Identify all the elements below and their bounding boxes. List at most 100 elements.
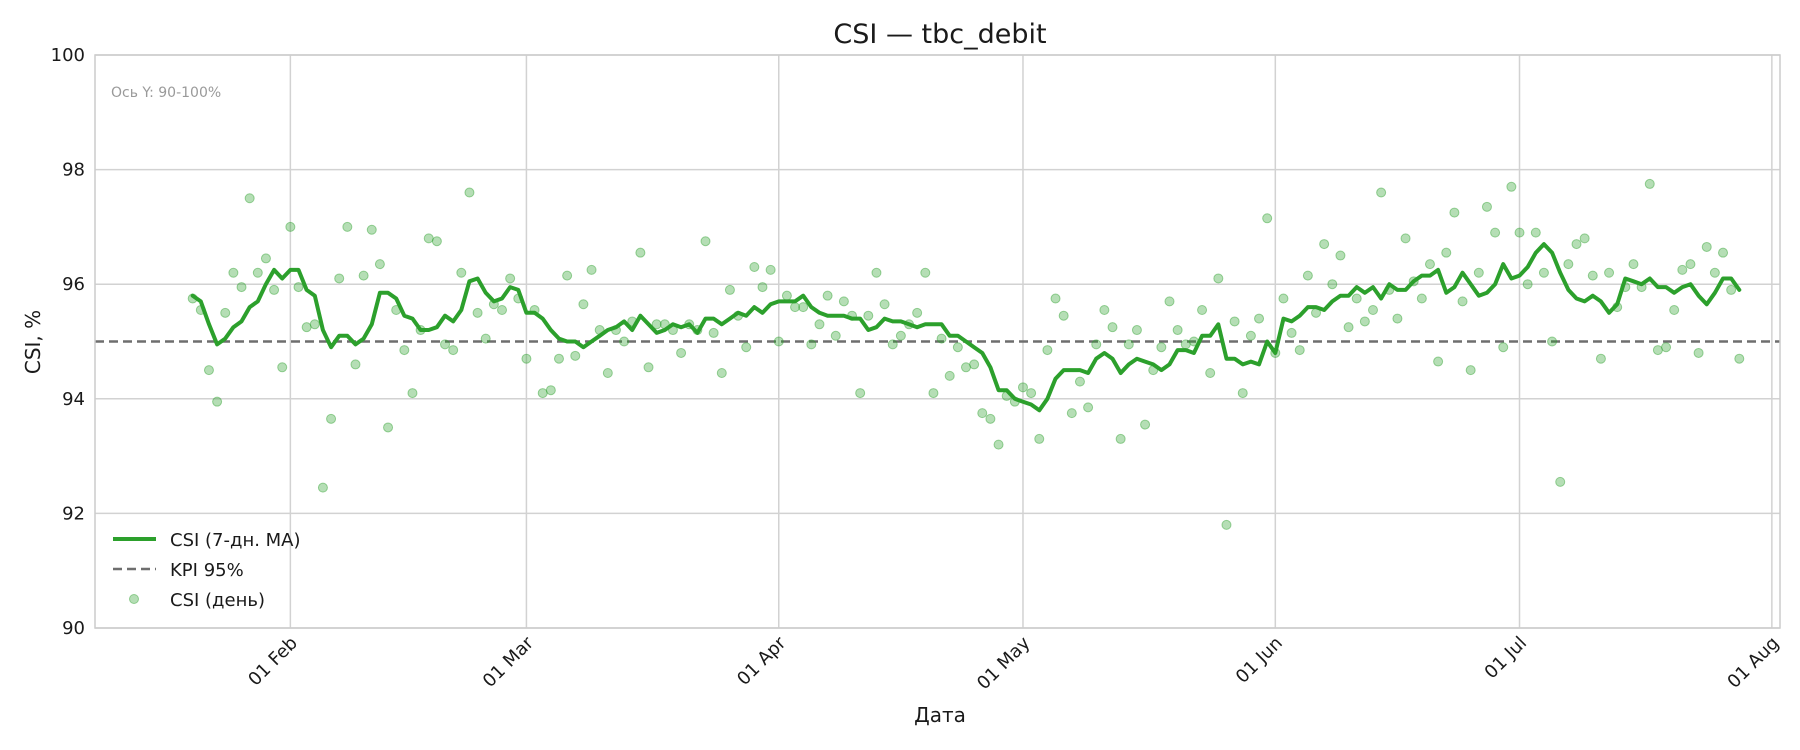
- daily-point: [1164, 296, 1175, 307]
- daily-point: [366, 224, 377, 235]
- daily-point: [635, 247, 646, 258]
- daily-point: [1718, 247, 1729, 258]
- daily-point: [773, 336, 784, 347]
- daily-point: [806, 339, 817, 350]
- y-axis-ticks: 90 92 94 96 98 100: [51, 45, 85, 639]
- daily-point: [1286, 327, 1297, 338]
- daily-point: [724, 284, 735, 295]
- daily-point: [708, 327, 719, 338]
- daily-point: [1140, 419, 1151, 430]
- daily-point: [1262, 213, 1273, 224]
- daily-point: [1571, 239, 1582, 250]
- daily-point: [497, 304, 508, 315]
- daily-point: [1457, 296, 1468, 307]
- x-tick-label: 01 Mar: [479, 632, 539, 692]
- daily-point: [1197, 304, 1208, 315]
- daily-point: [252, 267, 263, 278]
- daily-point: [285, 221, 296, 232]
- daily-point: [1416, 293, 1427, 304]
- daily-point: [1449, 207, 1460, 218]
- daily-point: [212, 396, 223, 407]
- daily-point: [1042, 345, 1053, 356]
- daily-point: [1579, 233, 1590, 244]
- daily-point: [969, 359, 980, 370]
- daily-point: [936, 333, 947, 344]
- daily-point: [1473, 267, 1484, 278]
- daily-point: [1327, 279, 1338, 290]
- legend-label-ma: CSI (7-дн. MA): [170, 530, 301, 551]
- daily-point: [830, 330, 841, 341]
- daily-point: [1343, 322, 1354, 333]
- daily-point: [374, 259, 385, 270]
- legend-label-kpi: KPI 95%: [170, 560, 244, 581]
- daily-point: [1587, 270, 1598, 281]
- daily-point: [1709, 267, 1720, 278]
- daily-point: [1294, 345, 1305, 356]
- daily-point: [1058, 310, 1069, 321]
- daily-point: [1359, 316, 1370, 327]
- daily-point: [1677, 264, 1688, 275]
- daily-point: [407, 388, 418, 399]
- daily-point: [798, 302, 809, 313]
- daily-point: [741, 342, 752, 353]
- legend-marker-swatch: [129, 594, 139, 604]
- daily-point: [1530, 227, 1541, 238]
- daily-point: [1123, 339, 1134, 350]
- daily-point: [545, 385, 556, 396]
- daily-point: [553, 353, 564, 364]
- daily-point: [1514, 227, 1525, 238]
- daily-point: [887, 339, 898, 350]
- daily-point: [334, 273, 345, 284]
- daily-point: [700, 236, 711, 247]
- daily-point: [1424, 259, 1435, 270]
- daily-point: [1490, 227, 1501, 238]
- daily-point: [838, 296, 849, 307]
- daily-point: [602, 368, 613, 379]
- daily-point: [423, 233, 434, 244]
- daily-point: [1026, 388, 1037, 399]
- daily-point: [1302, 270, 1313, 281]
- daily-point: [269, 284, 280, 295]
- daily-point: [1506, 181, 1517, 192]
- x-tick-label: 01 Feb: [244, 633, 302, 691]
- daily-point: [1107, 322, 1118, 333]
- daily-point: [277, 362, 288, 373]
- daily-point: [1034, 433, 1045, 444]
- daily-point: [309, 319, 320, 330]
- daily-point: [993, 439, 1004, 450]
- daily-point: [537, 388, 548, 399]
- daily-point: [1701, 241, 1712, 252]
- chart-title: CSI — tbc_debit: [833, 19, 1046, 50]
- y-axis-label: CSI, %: [21, 310, 45, 374]
- daily-point: [505, 273, 516, 284]
- daily-point: [676, 347, 687, 358]
- daily-point: [863, 310, 874, 321]
- daily-point: [293, 282, 304, 293]
- daily-point: [1628, 259, 1639, 270]
- daily-point: [1074, 376, 1085, 387]
- daily-point: [1278, 293, 1289, 304]
- plot-frame: [94, 54, 1781, 629]
- x-tick-label: 01 Jul: [1481, 633, 1531, 683]
- daily-point: [1547, 336, 1558, 347]
- daily-point: [1050, 293, 1061, 304]
- daily-point: [1652, 345, 1663, 356]
- daily-point: [716, 368, 727, 379]
- daily-point: [1441, 247, 1452, 258]
- daily-point: [301, 322, 312, 333]
- legend: CSI (7-дн. MA) KPI 95% CSI (день): [113, 530, 301, 611]
- daily-point: [1254, 313, 1265, 324]
- daily-point: [1099, 304, 1110, 315]
- daily-point: [350, 359, 361, 370]
- x-tick-label: 01 Jun: [1232, 633, 1287, 688]
- daily-point: [781, 290, 792, 301]
- daily-point: [1172, 325, 1183, 336]
- daily-point: [1685, 259, 1696, 270]
- daily-point: [326, 413, 337, 424]
- daily-point: [1726, 284, 1737, 295]
- y-tick-label: 96: [62, 274, 85, 295]
- daily-point: [814, 319, 825, 330]
- ma-line: [190, 242, 1742, 413]
- daily-point: [586, 264, 597, 275]
- daily-point: [1221, 519, 1232, 530]
